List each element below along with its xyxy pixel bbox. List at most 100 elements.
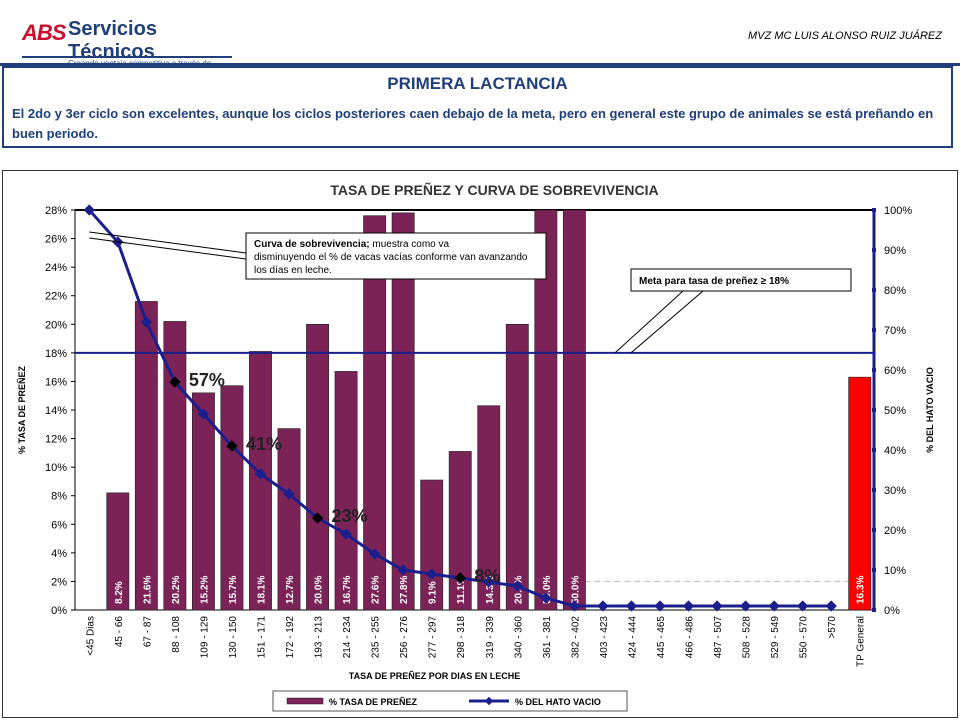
bar — [334, 371, 358, 611]
x-tick-label: 214 - 234 — [342, 616, 353, 659]
y2-tick-label: 50% — [884, 405, 906, 417]
legend-label-bars: % TASA DE PREÑEZ — [329, 697, 418, 707]
y-tick-label: 0% — [51, 605, 67, 617]
callout-leader — [89, 237, 247, 260]
company-logo: ABS Servicios Técnicos Creando ventaja c… — [22, 18, 232, 77]
x-tick-label: >570 — [827, 616, 838, 639]
bar-value-label: 20.0% — [314, 576, 325, 604]
y2-tick — [872, 488, 876, 492]
x-tick-label: 340 - 360 — [513, 616, 524, 659]
y2-tick-label: 60% — [884, 365, 906, 377]
bar-value-label: 18.1% — [256, 576, 267, 604]
y2-tick-label: 70% — [884, 325, 906, 337]
survival-curve-point — [711, 600, 723, 612]
bar — [277, 428, 301, 611]
legend-swatch-curve-marker — [484, 696, 494, 706]
bar — [106, 492, 130, 611]
x-axis-title: TASA DE PREÑEZ POR DIAS EN LECHE — [349, 671, 521, 681]
page-header: ABS Servicios Técnicos Creando ventaja c… — [0, 0, 960, 77]
bar — [363, 215, 387, 611]
x-tick-label: 508 - 528 — [742, 616, 753, 659]
goal-callout-label: Meta para tasa de preñez ≥ 18% — [639, 276, 789, 287]
survival-curve-point — [682, 600, 695, 612]
summary-box: PRIMERA LACTANCIA El 2do y 3er ciclo son… — [2, 66, 953, 148]
y-tick-label: 18% — [45, 348, 67, 360]
bar — [848, 376, 872, 611]
legend-box — [272, 690, 628, 712]
annotation-marker — [226, 440, 238, 452]
bar-value-label: 15.7% — [228, 576, 239, 604]
author-name: MVZ MC LUIS ALONSO RUIZ JUÁREZ — [748, 30, 942, 42]
bar-value-label: 50.0% — [542, 576, 553, 604]
y-tick-label: 20% — [45, 319, 67, 331]
goal-callout-leader — [630, 290, 704, 354]
bar-value-label: 9.1% — [428, 581, 439, 604]
bar-value-label: 27.8% — [399, 576, 410, 604]
x-tick-label: 277 - 297 — [428, 616, 439, 659]
y-axis-title: % TASA DE PREÑEZ — [17, 365, 27, 454]
y2-tick — [872, 328, 876, 332]
x-tick-label: 45 - 66 — [114, 616, 125, 648]
y-tick-label: 10% — [45, 462, 67, 474]
y2-tick-label: 40% — [884, 445, 906, 457]
y-tick-label: 12% — [45, 434, 67, 446]
callout-bold-text: Curva de sobrevivencia; — [254, 239, 370, 250]
pregnancy-rate-chart: TASA DE PREÑEZ Y CURVA DE SOBREVIVENCIA 0… — [17, 181, 935, 712]
curve-annotation-label: 57% — [189, 370, 225, 390]
survival-curve-point — [825, 600, 837, 612]
bar — [448, 451, 472, 611]
curve-annotation-label: 8% — [474, 566, 500, 586]
y-tick-label: 6% — [51, 519, 67, 531]
y-tick-label: 2% — [51, 576, 67, 588]
bar-value-label: 12.7% — [285, 576, 296, 604]
y2-tick — [872, 408, 876, 412]
survival-curve-point — [568, 600, 581, 612]
y2-tick-label: 20% — [884, 525, 906, 537]
y2-tick-label: 30% — [884, 485, 906, 497]
y-tick-label: 14% — [45, 405, 67, 417]
x-tick-label: TP General — [856, 616, 867, 667]
y2-tick — [872, 528, 876, 532]
survival-curve-point — [397, 564, 409, 576]
x-tick-label: 382 - 402 — [570, 616, 581, 659]
y2-tick-label: 10% — [884, 565, 906, 577]
y-tick-label: 28% — [45, 205, 67, 217]
x-tick-label: 172 - 192 — [285, 616, 296, 659]
survival-curve-point — [140, 316, 152, 328]
x-tick-label: 235 - 255 — [371, 616, 382, 659]
bar — [505, 323, 529, 611]
bar-value-label: 21.6% — [142, 576, 153, 604]
survival-curve-point — [340, 528, 352, 540]
survival-curve-point — [283, 488, 295, 500]
y2-tick-label: 100% — [884, 205, 912, 217]
y2-tick — [872, 368, 876, 372]
x-tick-label: 256 - 276 — [399, 616, 410, 659]
survival-curve-point — [540, 592, 552, 604]
y-tick-label: 8% — [51, 491, 67, 503]
legend-label-curve: % DEL HATO VACIO — [515, 697, 601, 707]
x-tick-label: 67 - 87 — [142, 616, 153, 648]
bar — [534, 209, 558, 611]
bar-value-label: 27.6% — [371, 576, 382, 604]
y2-tick-label: 0% — [884, 605, 900, 617]
annotation-marker — [454, 572, 466, 584]
summary-text: El 2do y 3er ciclo son excelentes, aunqu… — [12, 106, 934, 141]
survival-curve-point — [797, 600, 809, 612]
bar-value-label: 16.3% — [856, 576, 867, 604]
survival-curve-point — [739, 600, 752, 612]
curve-annotation-label: 23% — [332, 506, 368, 526]
survival-curve-point — [511, 580, 523, 592]
callout-body-text: muestra como va — [370, 239, 450, 250]
x-tick-label: 445 - 465 — [656, 616, 667, 659]
bar — [391, 212, 415, 611]
x-tick-label: 550 - 570 — [799, 616, 810, 659]
annotation-marker — [311, 512, 324, 524]
header-divider — [0, 63, 960, 66]
x-tick-label: 424 - 444 — [627, 616, 638, 659]
survival-curve-point — [368, 548, 381, 560]
y2-tick — [872, 608, 876, 612]
x-tick-label: 298 - 318 — [456, 616, 467, 659]
bar — [562, 209, 586, 611]
y2-tick-label: 80% — [884, 285, 906, 297]
curve-annotation-label: 41% — [246, 434, 282, 454]
